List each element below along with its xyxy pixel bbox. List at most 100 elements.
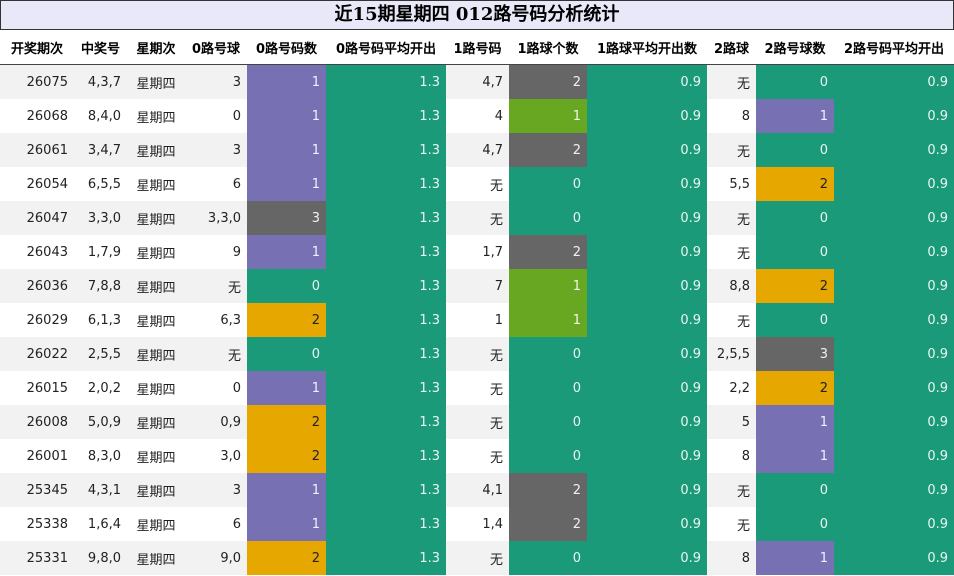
cell-route2-balls: 5 (707, 405, 756, 439)
cell-weekday: 星期四 (127, 507, 185, 541)
cell-route2-balls: 5,5 (707, 167, 756, 201)
cell-route0-count: 0 (247, 337, 326, 371)
page-title: 近15期星期四 012路号码分析统计 (0, 0, 954, 30)
cell-route2-balls: 无 (707, 235, 756, 269)
cell-route2-count: 0 (756, 235, 834, 269)
table-row: 26008 5,0,9 星期四 0,9 2 1.3 无 0 0.9 5 1 0.9 (0, 405, 954, 439)
stats-table: 开奖期次 中奖号 星期次 0路号球 0路号码数 0路号码平均开出 1路号码 1路… (0, 30, 954, 575)
cell-route0-count: 0 (247, 269, 326, 303)
cell-route1-average: 0.9 (587, 541, 707, 575)
cell-route0-average: 1.3 (326, 269, 446, 303)
cell-route0-average: 1.3 (326, 337, 446, 371)
header-route2-count: 2路号球数 (756, 30, 834, 65)
cell-issue: 26075 (0, 64, 74, 99)
table-row: 25338 1,6,4 星期四 6 1 1.3 1,4 2 0.9 无 0 0.9 (0, 507, 954, 541)
cell-route2-count: 0 (756, 201, 834, 235)
table-row: 26015 2,0,2 星期四 0 1 1.3 无 0 0.9 2,2 2 0.9 (0, 371, 954, 405)
cell-route2-balls: 无 (707, 133, 756, 167)
cell-route1-count: 0 (509, 405, 587, 439)
cell-route1-balls: 无 (446, 167, 509, 201)
cell-route1-average: 0.9 (587, 133, 707, 167)
cell-route0-average: 1.3 (326, 371, 446, 405)
table-row: 26068 8,4,0 星期四 0 1 1.3 4 1 0.9 8 1 0.9 (0, 99, 954, 133)
header-issue: 开奖期次 (0, 30, 74, 65)
cell-weekday: 星期四 (127, 337, 185, 371)
cell-route2-count: 0 (756, 303, 834, 337)
cell-route1-average: 0.9 (587, 337, 707, 371)
cell-route0-count: 2 (247, 303, 326, 337)
cell-route1-balls: 无 (446, 405, 509, 439)
cell-weekday: 星期四 (127, 235, 185, 269)
cell-route0-balls: 3,0 (185, 439, 247, 473)
cell-route0-count: 1 (247, 99, 326, 133)
cell-route0-count: 1 (247, 507, 326, 541)
cell-route1-balls: 无 (446, 439, 509, 473)
cell-route2-count: 1 (756, 405, 834, 439)
cell-weekday: 星期四 (127, 405, 185, 439)
cell-issue: 26015 (0, 371, 74, 405)
cell-winning-numbers: 9,8,0 (74, 541, 127, 575)
cell-route2-count: 0 (756, 133, 834, 167)
table-row: 26061 3,4,7 星期四 3 1 1.3 4,7 2 0.9 无 0 0.9 (0, 133, 954, 167)
cell-issue: 26047 (0, 201, 74, 235)
cell-route0-count: 1 (247, 473, 326, 507)
cell-route2-count: 0 (756, 473, 834, 507)
cell-route1-count: 0 (509, 371, 587, 405)
cell-route0-average: 1.3 (326, 201, 446, 235)
cell-issue: 26054 (0, 167, 74, 201)
cell-route2-balls: 8 (707, 541, 756, 575)
header-weekday: 星期次 (127, 30, 185, 65)
table-row: 26043 1,7,9 星期四 9 1 1.3 1,7 2 0.9 无 0 0.9 (0, 235, 954, 269)
cell-issue: 26068 (0, 99, 74, 133)
cell-route2-count: 2 (756, 269, 834, 303)
cell-route1-count: 2 (509, 64, 587, 99)
cell-route0-balls: 6 (185, 167, 247, 201)
cell-issue: 26022 (0, 337, 74, 371)
header-winning-numbers: 中奖号 (74, 30, 127, 65)
cell-route0-average: 1.3 (326, 64, 446, 99)
cell-route1-count: 0 (509, 337, 587, 371)
cell-route2-balls: 无 (707, 507, 756, 541)
cell-route2-count: 1 (756, 439, 834, 473)
cell-route2-average: 0.9 (834, 337, 954, 371)
cell-route0-balls: 0 (185, 99, 247, 133)
cell-route0-balls: 3 (185, 473, 247, 507)
cell-route2-average: 0.9 (834, 235, 954, 269)
cell-route2-average: 0.9 (834, 201, 954, 235)
cell-route2-count: 0 (756, 507, 834, 541)
cell-winning-numbers: 2,5,5 (74, 337, 127, 371)
cell-route1-count: 0 (509, 201, 587, 235)
table-row: 25345 4,3,1 星期四 3 1 1.3 4,1 2 0.9 无 0 0.9 (0, 473, 954, 507)
cell-winning-numbers: 7,8,8 (74, 269, 127, 303)
cell-route0-count: 1 (247, 64, 326, 99)
cell-route2-balls: 无 (707, 473, 756, 507)
cell-route0-average: 1.3 (326, 439, 446, 473)
cell-route1-balls: 无 (446, 337, 509, 371)
table-row: 26029 6,1,3 星期四 6,3 2 1.3 1 1 0.9 无 0 0.9 (0, 303, 954, 337)
cell-weekday: 星期四 (127, 303, 185, 337)
header-route0-count: 0路号码数 (247, 30, 326, 65)
cell-issue: 26036 (0, 269, 74, 303)
header-route2-balls: 2路球 (707, 30, 756, 65)
cell-route2-average: 0.9 (834, 371, 954, 405)
cell-winning-numbers: 8,4,0 (74, 99, 127, 133)
cell-route1-count: 2 (509, 235, 587, 269)
header-route0-balls: 0路号球 (185, 30, 247, 65)
cell-winning-numbers: 4,3,7 (74, 64, 127, 99)
cell-route2-count: 1 (756, 541, 834, 575)
cell-route2-balls: 8,8 (707, 269, 756, 303)
cell-route0-balls: 3 (185, 64, 247, 99)
cell-route0-balls: 3,3,0 (185, 201, 247, 235)
cell-route1-average: 0.9 (587, 371, 707, 405)
cell-route2-balls: 无 (707, 201, 756, 235)
cell-route1-average: 0.9 (587, 507, 707, 541)
cell-issue: 26029 (0, 303, 74, 337)
cell-route1-count: 2 (509, 507, 587, 541)
cell-route0-balls: 无 (185, 337, 247, 371)
cell-route2-count: 2 (756, 167, 834, 201)
cell-route0-count: 2 (247, 405, 326, 439)
cell-winning-numbers: 5,0,9 (74, 405, 127, 439)
cell-route0-average: 1.3 (326, 507, 446, 541)
cell-route1-average: 0.9 (587, 303, 707, 337)
cell-route1-count: 2 (509, 133, 587, 167)
